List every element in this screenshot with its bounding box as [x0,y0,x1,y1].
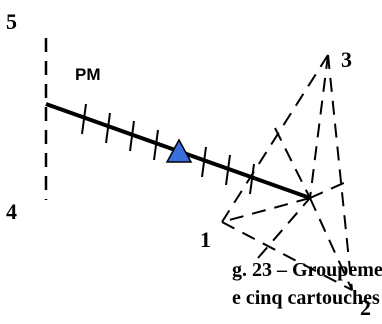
dash-segment-center-2 [309,197,353,291]
caption-line-2: e cinq cartouches [232,287,380,309]
grouping-pattern [221,54,353,291]
dash-segment-center-1 [221,197,311,223]
label-4: 4 [6,199,17,224]
label-2: 2 [360,295,371,320]
label-5: 5 [6,9,17,34]
axis-tick [105,112,111,144]
figure-caption: g. 23 – Groupement e cinq cartouches [232,256,382,312]
dash-segment-lower-left [257,197,311,259]
aim-point-marker [165,138,193,163]
dash-segment-inner-left [274,127,311,199]
label-pm: PM [75,65,101,84]
dash-segment-3-2 [327,54,353,291]
axis-tick [249,163,255,195]
label-1: 1 [200,227,211,252]
axis-tick [201,146,207,178]
axis-ticks [81,103,255,195]
axis-tick [129,120,135,152]
label-3: 3 [341,47,352,72]
axis-tick [153,129,159,161]
axis-tick [225,154,231,186]
dash-segment-3-center [309,54,329,199]
caption-line-1: g. 23 – Groupement [232,259,382,281]
dash-segment-center-right [309,181,347,199]
dash-segment-1-2 [221,221,353,291]
dash-segment-3-1 [221,54,329,223]
axis-tick [81,103,87,135]
